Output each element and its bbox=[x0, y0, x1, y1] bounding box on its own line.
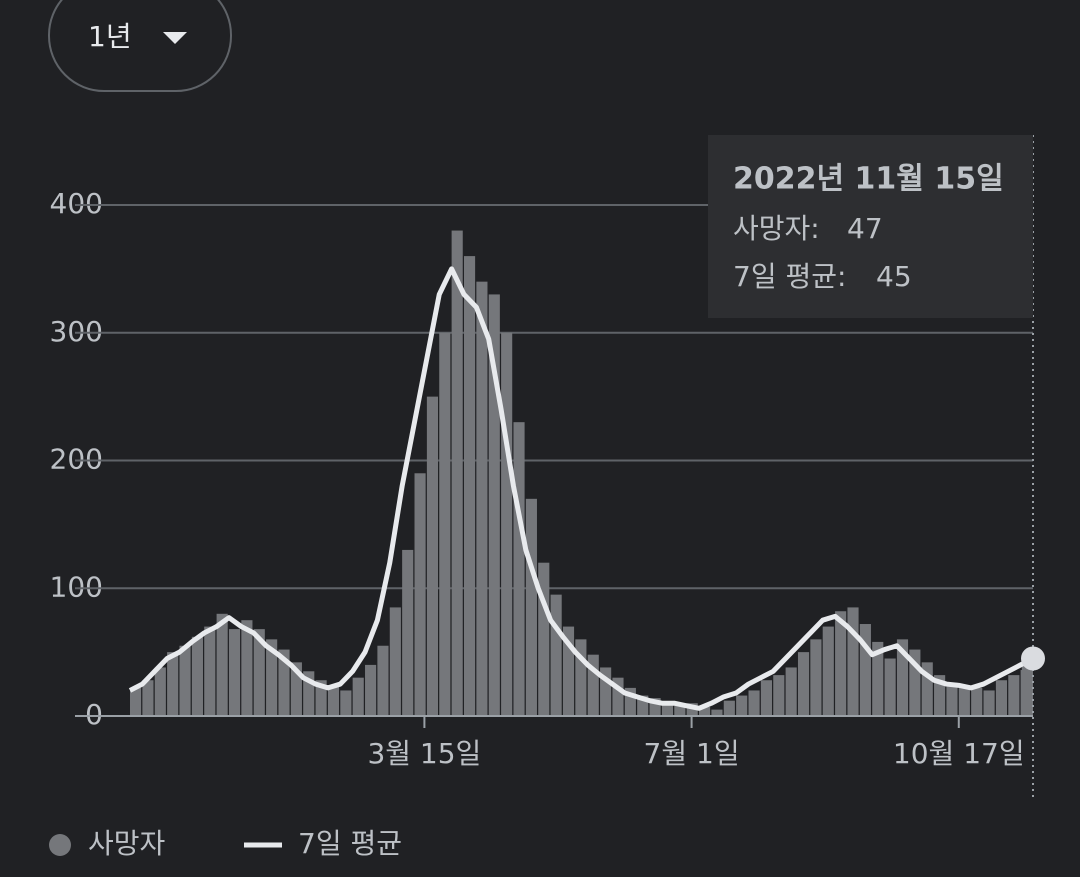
bar bbox=[142, 680, 154, 716]
plot-area: 0 100 200 300 400 3월 15일 7월 1일 10월 17일 bbox=[50, 187, 1035, 770]
bar bbox=[637, 695, 649, 716]
bar bbox=[847, 607, 859, 716]
bar bbox=[204, 626, 216, 716]
legend-label: 7일 평균 bbox=[298, 827, 402, 860]
bar bbox=[711, 709, 723, 716]
bar bbox=[365, 664, 377, 716]
bar bbox=[661, 701, 674, 716]
bar bbox=[760, 680, 772, 716]
bar bbox=[525, 498, 537, 716]
bar bbox=[377, 645, 389, 716]
bar bbox=[822, 626, 834, 716]
bar bbox=[216, 613, 228, 716]
tooltip bbox=[708, 135, 1033, 318]
bar bbox=[859, 624, 871, 716]
bar bbox=[266, 639, 278, 716]
bar bbox=[1021, 655, 1033, 716]
bar bbox=[686, 703, 698, 716]
bar bbox=[600, 667, 612, 716]
bar bbox=[253, 629, 265, 716]
range-label: 1년 bbox=[88, 20, 132, 53]
bar bbox=[872, 641, 884, 716]
x-tick-label: 7월 1일 bbox=[644, 737, 740, 770]
bar bbox=[488, 294, 500, 716]
bar bbox=[426, 396, 439, 716]
bar bbox=[946, 682, 958, 716]
y-tick-label: 400 bbox=[50, 187, 103, 220]
bar bbox=[130, 687, 142, 716]
bar bbox=[550, 594, 562, 716]
bar bbox=[562, 626, 575, 716]
bar bbox=[896, 639, 909, 716]
bar bbox=[179, 645, 191, 716]
bar bbox=[785, 667, 797, 716]
bar bbox=[463, 256, 476, 716]
tooltip-label: 사망자: bbox=[733, 212, 820, 245]
bar bbox=[797, 652, 810, 716]
bar bbox=[414, 473, 426, 716]
bar bbox=[303, 671, 315, 716]
bar bbox=[624, 687, 636, 716]
bar bbox=[228, 629, 241, 716]
bar bbox=[154, 667, 166, 716]
y-tick-label: 0 bbox=[85, 698, 103, 731]
legend-swatch bbox=[49, 834, 71, 856]
y-tick-label: 100 bbox=[50, 570, 103, 603]
bar bbox=[649, 698, 661, 716]
bar bbox=[389, 607, 401, 716]
hover-point bbox=[1021, 646, 1045, 671]
bar bbox=[835, 611, 847, 716]
bar bbox=[402, 549, 414, 716]
bar bbox=[575, 639, 587, 716]
bar bbox=[674, 704, 686, 716]
bar bbox=[748, 690, 760, 716]
bar bbox=[983, 690, 995, 716]
bar bbox=[315, 680, 327, 716]
tooltip-value: 47 bbox=[847, 212, 883, 245]
bar bbox=[538, 562, 550, 716]
dropdown-arrow bbox=[163, 32, 187, 44]
bar bbox=[587, 654, 599, 716]
bar bbox=[476, 281, 488, 716]
bar bbox=[612, 677, 624, 716]
y-tick-label: 300 bbox=[50, 315, 103, 348]
bar bbox=[241, 620, 253, 716]
tooltip-value: 45 bbox=[876, 260, 912, 293]
bar bbox=[909, 649, 921, 716]
bar bbox=[191, 636, 203, 716]
tooltip-label: 7일 평균: bbox=[733, 260, 846, 293]
range-selector[interactable] bbox=[48, 0, 232, 92]
bar bbox=[934, 675, 946, 716]
x-tick-label: 3월 15일 bbox=[367, 737, 481, 770]
bar bbox=[921, 662, 933, 716]
bar bbox=[773, 675, 785, 716]
bar bbox=[736, 695, 748, 716]
bar bbox=[451, 230, 463, 717]
bar bbox=[699, 707, 711, 716]
bar bbox=[340, 690, 352, 716]
x-tick-label: 10월 17일 bbox=[893, 737, 1025, 770]
bar bbox=[971, 687, 983, 716]
bar bbox=[723, 700, 735, 716]
bar bbox=[352, 677, 364, 716]
tooltip-date: 2022년 11월 15일 bbox=[733, 162, 1004, 197]
bar bbox=[958, 685, 970, 716]
bar bbox=[167, 652, 179, 716]
bar bbox=[995, 680, 1008, 716]
y-tick-label: 200 bbox=[50, 443, 103, 476]
bar bbox=[439, 332, 451, 716]
bar bbox=[810, 639, 822, 716]
bar bbox=[1008, 675, 1020, 716]
average-line bbox=[128, 266, 1035, 711]
bar bbox=[501, 332, 513, 716]
legend-label: 사망자 bbox=[88, 827, 165, 860]
bar bbox=[278, 649, 290, 716]
bar bbox=[884, 658, 896, 716]
bar bbox=[327, 685, 340, 716]
bar bbox=[290, 662, 302, 716]
bar bbox=[513, 422, 525, 716]
